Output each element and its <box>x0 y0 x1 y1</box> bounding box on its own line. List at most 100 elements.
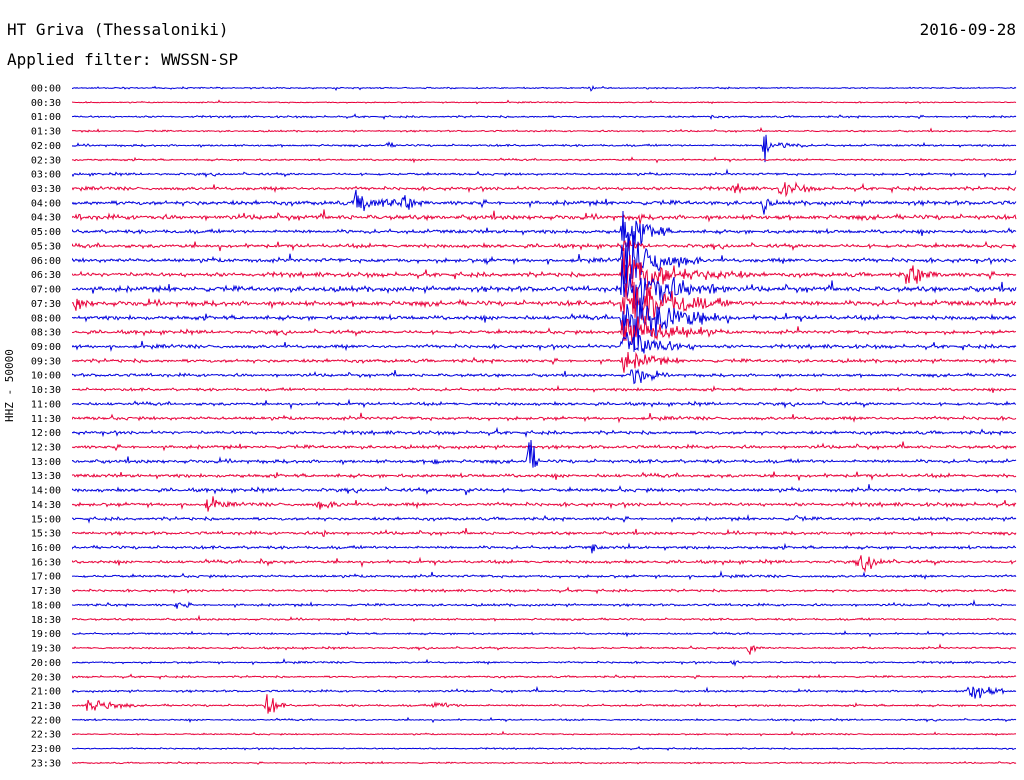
row-time-label: 23:00 <box>31 744 61 755</box>
row-time-label: 17:00 <box>31 572 61 583</box>
row-time-label: 20:00 <box>31 658 61 669</box>
seismic-trace-0730 <box>72 281 1017 321</box>
seismic-trace-0200 <box>72 134 1017 163</box>
row-time-label: 03:30 <box>31 184 61 195</box>
seismic-trace-1230 <box>72 441 1017 452</box>
seismic-trace-1900 <box>72 630 1017 638</box>
seismic-trace-0600 <box>72 232 1017 284</box>
seismic-trace-1700 <box>72 570 1017 581</box>
row-time-label: 05:30 <box>31 241 61 252</box>
row-time-label: 11:00 <box>31 399 61 410</box>
trace-group <box>72 85 1017 765</box>
row-time-label: 04:30 <box>31 213 61 224</box>
row-time-label: 04:00 <box>31 198 61 209</box>
seismic-trace-2030 <box>72 673 1017 680</box>
row-time-label: 08:30 <box>31 328 61 339</box>
seismic-trace-2000 <box>72 657 1017 667</box>
seismic-trace-2230 <box>72 730 1017 737</box>
row-time-label: 16:00 <box>31 543 61 554</box>
seismic-trace-1600 <box>72 542 1017 554</box>
row-time-label: 21:00 <box>31 687 61 698</box>
seismic-trace-1630 <box>72 555 1017 573</box>
seismic-trace-0630 <box>72 248 1017 297</box>
row-time-label: 18:30 <box>31 615 61 626</box>
seismic-trace-1530 <box>72 527 1017 538</box>
filter-label: Applied filter: WWSSN-SP <box>7 50 239 69</box>
row-time-label: 19:00 <box>31 629 61 640</box>
row-time-label: 10:30 <box>31 385 61 396</box>
row-time-label: 07:00 <box>31 285 61 296</box>
row-time-label: 00:30 <box>31 98 61 109</box>
row-time-label: 02:00 <box>31 141 61 152</box>
seismic-trace-0900 <box>72 332 1017 354</box>
row-time-label: 13:30 <box>31 471 61 482</box>
seismic-trace-0700 <box>72 260 1017 317</box>
seismic-trace-1830 <box>72 614 1017 622</box>
seismic-trace-2130 <box>72 694 1017 714</box>
row-time-label: 07:30 <box>31 299 61 310</box>
record-date: 2016-09-28 <box>919 20 1016 39</box>
seismic-trace-1100 <box>72 398 1017 410</box>
seismic-trace-1500 <box>72 513 1017 524</box>
row-time-label: 06:00 <box>31 256 61 267</box>
row-time-label: 06:30 <box>31 270 61 281</box>
seismic-trace-0930 <box>72 351 1017 373</box>
seismic-trace-1730 <box>72 586 1017 595</box>
seismic-trace-2100 <box>72 685 1017 699</box>
row-time-label: 13:00 <box>31 457 61 468</box>
station-title: HT Griva (Thessaloniki) <box>7 20 229 39</box>
seismic-trace-0330 <box>72 181 1017 198</box>
seismic-trace-0100 <box>72 113 1017 121</box>
seismic-trace-0430 <box>72 209 1017 225</box>
seismic-trace-0030 <box>72 99 1017 105</box>
row-time-label: 01:00 <box>31 112 61 123</box>
seismic-trace-0800 <box>72 297 1017 352</box>
seismic-trace-2330 <box>72 760 1017 765</box>
seismic-trace-1000 <box>72 368 1017 385</box>
seismic-trace-0130 <box>72 126 1017 134</box>
row-time-label: 12:30 <box>31 443 61 454</box>
row-time-label: 23:30 <box>31 758 61 769</box>
row-time-label: 17:30 <box>31 586 61 597</box>
row-time-label: 02:30 <box>31 155 61 166</box>
seismic-trace-1400 <box>72 484 1017 496</box>
seismic-trace-0400 <box>72 189 1017 215</box>
seismic-trace-0000 <box>72 85 1017 92</box>
seismic-trace-0300 <box>72 168 1017 178</box>
row-time-label: 15:00 <box>31 514 61 525</box>
row-time-label: 05:00 <box>31 227 61 238</box>
seismic-trace-1430 <box>72 496 1017 512</box>
seismic-trace-1030 <box>72 384 1017 393</box>
row-time-label: 22:00 <box>31 715 61 726</box>
seismic-trace-1300 <box>72 439 1017 468</box>
row-time-label: 01:30 <box>31 127 61 138</box>
row-time-label: 10:00 <box>31 371 61 382</box>
seismic-trace-0830 <box>72 315 1017 345</box>
row-time-label: 18:00 <box>31 600 61 611</box>
row-time-label: 21:30 <box>31 701 61 712</box>
row-time-label: 20:30 <box>31 672 61 683</box>
row-time-label: 19:30 <box>31 644 61 655</box>
seismic-trace-1930 <box>72 643 1017 655</box>
row-time-label: 00:00 <box>31 84 61 95</box>
row-time-label: 12:00 <box>31 428 61 439</box>
seismic-trace-2300 <box>72 745 1017 751</box>
seismic-trace-2200 <box>72 716 1017 724</box>
seismic-trace-0500 <box>72 210 1017 247</box>
row-time-label: 09:30 <box>31 356 61 367</box>
row-time-label: 14:00 <box>31 486 61 497</box>
row-time-label: 03:00 <box>31 170 61 181</box>
row-time-label: 22:30 <box>31 730 61 741</box>
row-time-label: 11:30 <box>31 414 61 425</box>
seismic-trace-0530 <box>72 240 1017 252</box>
seismic-trace-1200 <box>72 426 1017 438</box>
seismic-trace-0230 <box>72 156 1017 164</box>
row-time-label: 09:00 <box>31 342 61 353</box>
seismic-trace-1130 <box>72 412 1017 424</box>
seismic-trace-1800 <box>72 599 1017 609</box>
row-time-label: 08:00 <box>31 313 61 324</box>
row-time-label: 14:30 <box>31 500 61 511</box>
seismic-trace-1330 <box>72 471 1017 481</box>
row-time-label: 15:30 <box>31 529 61 540</box>
